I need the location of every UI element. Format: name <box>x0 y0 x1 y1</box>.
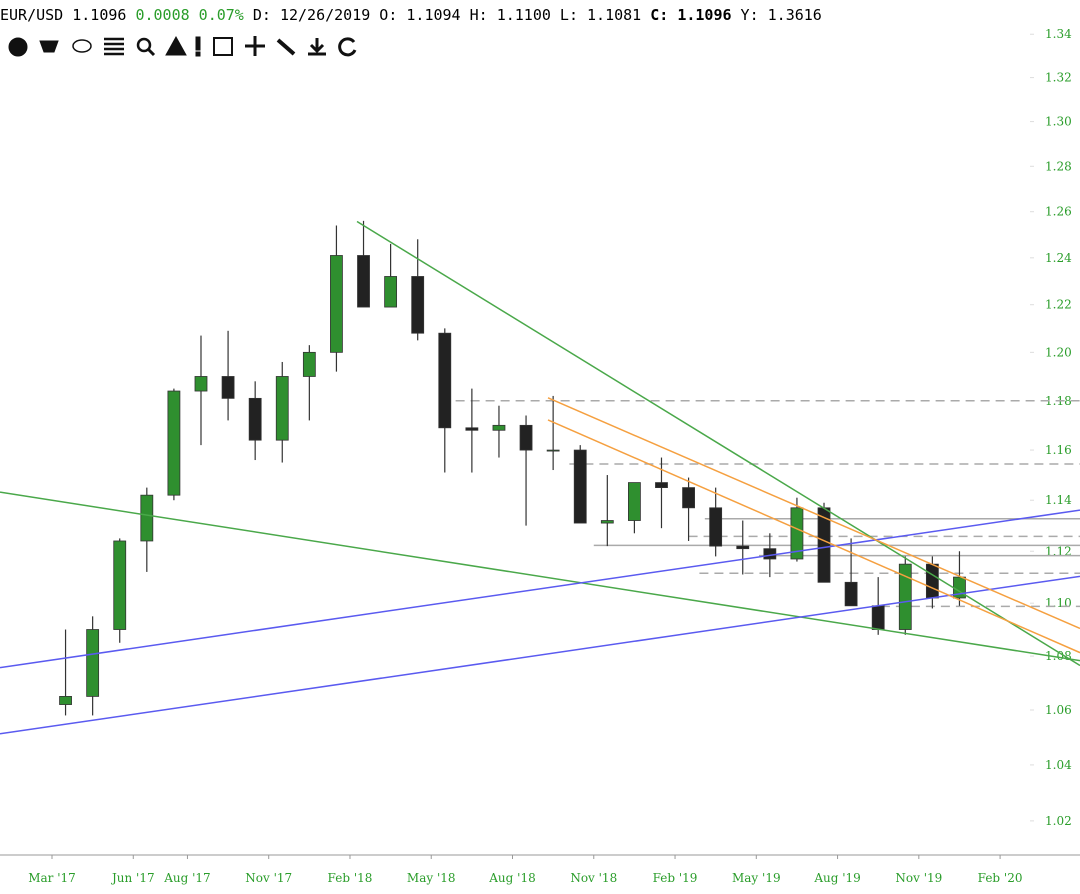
candle-body <box>275 376 289 441</box>
candle-body <box>925 563 939 599</box>
icon-alert[interactable] <box>165 35 187 56</box>
header-change: 0.0008 0.07% <box>135 6 243 24</box>
candle-body <box>682 487 695 509</box>
candle-body <box>465 427 479 431</box>
candle-body <box>492 424 506 431</box>
candle-body <box>519 424 533 451</box>
y-tick-label: 1.08 <box>1045 649 1072 663</box>
candle-body <box>655 482 668 489</box>
y-tick-label: 1.16 <box>1045 443 1072 457</box>
y-tick-label: 1.34 <box>1045 27 1072 41</box>
icon-twitter[interactable] <box>39 40 59 53</box>
candle-body <box>628 482 641 521</box>
candle-body <box>248 397 262 441</box>
trendline <box>0 575 1080 735</box>
icon-move[interactable] <box>245 36 265 56</box>
icon-comment[interactable] <box>72 39 92 53</box>
candle-body <box>113 540 127 630</box>
candle-body <box>59 696 72 705</box>
y-tick-label: 1.22 <box>1045 298 1072 312</box>
y-tick-label: 1.04 <box>1045 758 1072 772</box>
icon-download[interactable] <box>308 38 326 56</box>
y-tick-label: 1.26 <box>1045 205 1072 219</box>
candle-body <box>600 520 614 524</box>
candle-body <box>709 507 723 547</box>
x-tick-label: May '18 <box>407 871 456 885</box>
candle-body <box>194 376 208 392</box>
x-tick-label: Nov '19 <box>895 871 942 885</box>
x-tick-label: Feb '18 <box>328 871 373 885</box>
y-tick-label: 1.10 <box>1045 596 1072 610</box>
candle-body <box>86 629 100 697</box>
candle-body <box>221 376 235 399</box>
x-tick-label: Aug '17 <box>163 871 210 885</box>
x-tick-label: Nov '17 <box>245 871 292 885</box>
toolbar <box>8 35 357 57</box>
header-symbol: EUR/USD 1.1096 <box>0 6 126 24</box>
trendline <box>0 491 1080 662</box>
y-tick-label: 1.28 <box>1045 159 1072 173</box>
y-tick-label: 1.02 <box>1045 814 1072 828</box>
y-tick-label: 1.06 <box>1045 703 1072 717</box>
candle-body <box>736 545 750 550</box>
candle-body <box>546 449 560 452</box>
candle-body <box>302 351 316 377</box>
icon-refresh[interactable] <box>338 37 357 57</box>
candle-body <box>763 548 777 560</box>
candle-body <box>384 276 398 308</box>
header-ohl: D: 12/26/2019 O: 1.1094 H: 1.1100 L: 1.1… <box>253 6 641 24</box>
trendline <box>547 419 1080 654</box>
header: EUR/USD 1.1096 0.0008 0.07% D: 12/26/201… <box>0 6 822 24</box>
icon-calendar[interactable] <box>213 37 233 56</box>
candle-body <box>898 563 912 630</box>
candle-body <box>140 494 154 542</box>
icon-list[interactable] <box>104 37 124 56</box>
candle-body <box>357 255 370 308</box>
x-tick-label: Nov '18 <box>570 871 617 885</box>
y-tick-label: 1.32 <box>1045 71 1072 85</box>
candle-body <box>438 332 452 429</box>
candle-body <box>167 390 181 496</box>
candle-body <box>790 507 804 560</box>
header-close: C: 1.1096 <box>650 6 731 24</box>
icon-dashboard[interactable] <box>8 37 28 57</box>
candle-body <box>871 605 885 630</box>
x-tick-label: Feb '19 <box>653 871 698 885</box>
icon-link[interactable] <box>276 38 296 56</box>
x-tick-label: Feb '20 <box>978 871 1023 885</box>
header-y: Y: 1.3616 <box>741 6 822 24</box>
y-tick-label: 1.20 <box>1045 345 1072 359</box>
x-tick-label: Aug '18 <box>488 871 535 885</box>
candle-body <box>573 449 587 524</box>
x-tick-label: May '19 <box>732 871 781 885</box>
icon-exclaim[interactable] <box>195 36 201 51</box>
candle-body <box>411 276 425 334</box>
trendline <box>547 397 1080 630</box>
candle-body <box>844 581 858 607</box>
y-tick-label: 1.30 <box>1045 115 1072 129</box>
y-tick-label: 1.24 <box>1045 251 1072 265</box>
icon-exclaim-dot <box>195 51 201 57</box>
y-tick-label: 1.14 <box>1045 493 1072 507</box>
y-tick-label: 1.12 <box>1045 544 1072 558</box>
x-tick-label: Jun '17 <box>110 871 155 885</box>
x-tick-label: Mar '17 <box>28 871 76 885</box>
x-tick-label: Aug '19 <box>813 871 860 885</box>
icon-search-handle <box>146 47 156 57</box>
plot-area <box>0 220 1080 735</box>
candle-body <box>330 255 343 353</box>
trendline <box>0 509 1080 669</box>
icon-search[interactable] <box>136 37 152 53</box>
trendline <box>356 220 1080 667</box>
